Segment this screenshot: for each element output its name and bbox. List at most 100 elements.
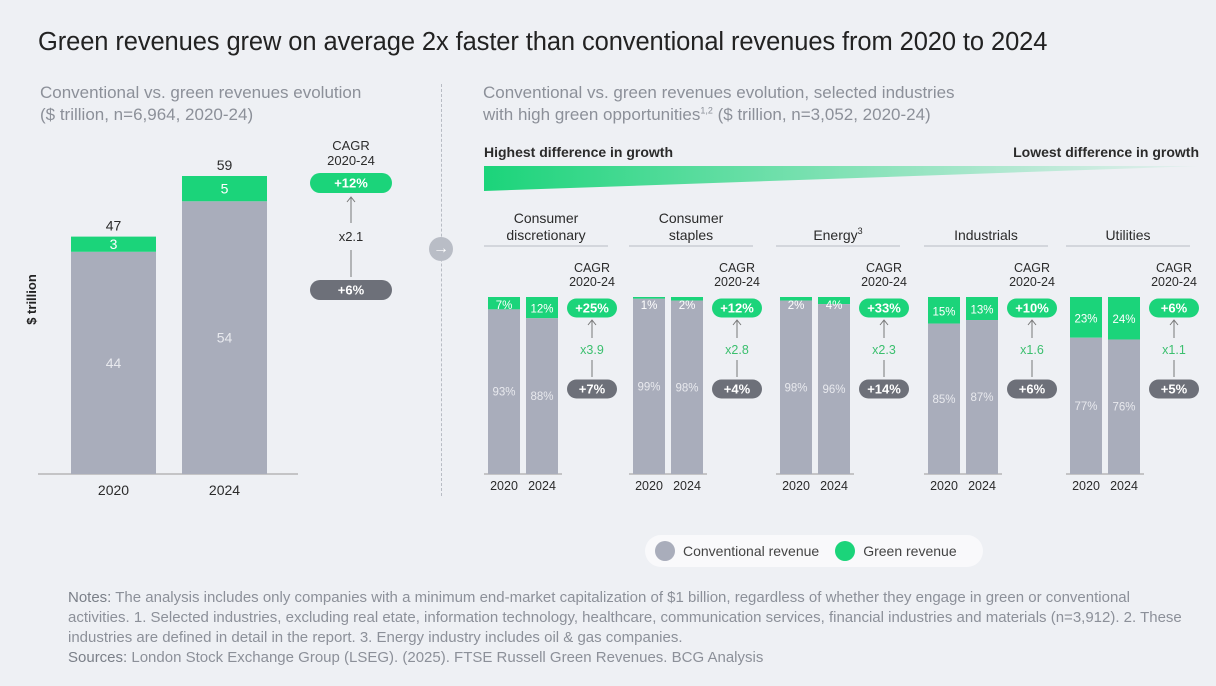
bar-green [182,176,267,202]
cagr-header: 2020-24 [861,275,907,289]
data-label-green: 2% [679,300,696,312]
cagr-green-badge [567,298,617,318]
bar-green [818,297,850,305]
bar-conventional [182,201,267,474]
cagr-header: CAGR [332,138,370,153]
data-label-green: 23% [1074,313,1097,325]
notes: Notes: The analysis includes only compan… [68,588,1188,668]
cagr-green-badge-label: +33% [867,301,901,316]
left-subtitle-line1: Conventional vs. green revenues evolutio… [40,83,362,102]
left-subtitle-line2: ($ trillion, n=6,964, 2020-24) [40,105,254,124]
right-subtitle-units: ($ trillion, n=3,052, 2020-24) [712,105,931,124]
x-tick-label: 2024 [528,479,556,493]
legend-label-conventional: Conventional revenue [683,543,820,559]
sources-paragraph: Sources: London Stock Exchange Group (LS… [68,648,1188,668]
data-label-conventional: 44 [106,355,122,371]
data-label-conventional: 96% [822,384,845,396]
notes-paragraph: Notes: The analysis includes only compan… [68,588,1188,648]
arrow-right-icon: → [429,237,453,261]
data-label-green: 12% [530,304,553,316]
gradient-left-label: Highest difference in growth [484,144,674,160]
cagr-conventional-badge-label: +7% [579,382,606,397]
cagr-green-badge-label: +6% [1161,301,1188,316]
notes-text: The analysis includes only companies wit… [68,589,1182,646]
data-label-green: 24% [1112,314,1135,326]
cagr-conventional-badge [1007,379,1057,399]
data-label-conventional: 88% [530,391,553,403]
cagr-arrow-head [1027,319,1037,326]
cagr-conventional-badge-label: +4% [724,382,751,397]
cagr-multiplier: x2.3 [872,343,896,357]
cagr-header: 2020-24 [327,153,375,168]
bar-conventional [488,309,520,474]
cagr-multiplier: x2.1 [339,229,364,244]
industry-name: Consumer [514,210,579,226]
data-label-conventional: 93% [492,387,515,399]
bar-green [966,297,998,321]
right-subtitle-line2: with high green opportunities1,2 ($ tril… [483,104,955,126]
bar-green [928,297,960,324]
bar-conventional [633,298,665,474]
cagr-header: 2020-24 [1009,275,1055,289]
x-tick-label: 2020 [490,479,518,493]
right-subtitle-text: with high green opportunities [483,105,701,124]
data-label-conventional: 54 [217,330,233,346]
legend-item-green: Green revenue [835,541,957,561]
footnote-sup: 1,2 [700,105,713,116]
legend-item-conventional: Conventional revenue [655,541,819,561]
industry-name: Consumer [659,210,724,226]
bar-green [1108,297,1140,340]
cagr-header: CAGR [1014,261,1050,275]
cagr-conventional-badge [1149,379,1199,399]
data-label-green: 15% [932,306,955,318]
cagr-conventional-badge [567,379,617,399]
cagr-conventional-badge [310,280,392,300]
cagr-arrow-head [732,319,742,326]
x-tick-label: 2020 [930,479,958,493]
left-subtitle: Conventional vs. green revenues evolutio… [40,82,361,126]
cagr-green-badge-label: +25% [575,301,609,316]
bar-conventional [780,300,812,474]
cagr-arrow-head [346,196,356,203]
x-tick-label: 2020 [782,479,810,493]
cagr-header: 2020-24 [1151,275,1197,289]
section-divider [441,84,442,496]
bar-conventional [671,300,703,474]
cagr-green-badge [1007,298,1057,318]
data-label-green: 13% [970,305,993,317]
cagr-conventional-badge-label: +5% [1161,382,1188,397]
page-title: Green revenues grew on average 2x faster… [38,28,1048,56]
bar-green [633,297,665,299]
cagr-arrow-head [1169,319,1179,326]
cagr-conventional-badge [712,379,762,399]
bar-conventional [1070,337,1102,474]
data-label-green: 1% [641,300,658,312]
sources-text: London Stock Exchange Group (LSEG). (202… [127,649,764,666]
data-label-conventional: 99% [637,381,660,393]
data-label-total: 47 [106,218,122,234]
data-label-conventional: 77% [1074,401,1097,413]
data-label-conventional: 85% [932,394,955,406]
green-swatch [835,541,856,561]
cagr-green-badge-label: +12% [720,301,754,316]
bar-conventional [928,323,960,474]
x-tick-label: 2020 [98,482,129,498]
data-label-conventional: 98% [675,382,698,394]
data-label-green: 5 [221,181,229,197]
cagr-conventional-badge [859,379,909,399]
cagr-conventional-badge-label: +14% [867,382,901,397]
cagr-conventional-badge-label: +6% [338,283,365,298]
conventional-swatch [655,541,675,561]
industry-name: Energy3 [813,226,862,243]
cagr-green-badge-label: +10% [1015,301,1049,316]
bar-conventional [1108,339,1140,474]
cagr-green-badge [310,173,392,193]
right-subtitle-line1: Conventional vs. green revenues evolutio… [483,83,955,102]
cagr-header: CAGR [719,261,755,275]
cagr-green-badge [859,298,909,318]
bar-green [1070,297,1102,338]
right-subtitle: Conventional vs. green revenues evolutio… [483,82,955,126]
data-label-conventional: 87% [970,392,993,404]
bar-conventional [966,320,998,474]
